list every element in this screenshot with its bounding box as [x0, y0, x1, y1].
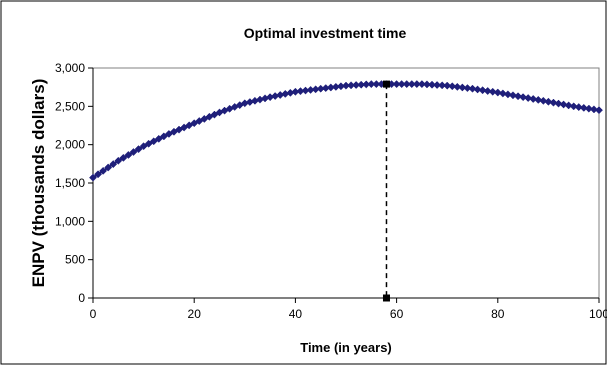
data-point	[534, 95, 543, 104]
data-point	[488, 87, 497, 96]
data-point	[564, 101, 573, 110]
data-point	[483, 87, 492, 95]
series-layer	[89, 80, 603, 182]
x-tick-label: 40	[289, 307, 303, 321]
y-axis-title: ENPV (thousands dollars)	[29, 79, 48, 288]
data-point	[134, 145, 143, 154]
x-tick-label: 100	[589, 307, 607, 321]
data-point	[539, 96, 548, 105]
data-point	[438, 81, 447, 90]
y-tick-label: 0	[78, 291, 85, 305]
data-point	[579, 103, 588, 112]
y-tick-label: 500	[65, 253, 85, 267]
data-point	[478, 86, 487, 95]
data-point	[493, 88, 502, 97]
data-point	[498, 89, 507, 98]
data-point	[589, 105, 598, 114]
data-point	[463, 84, 472, 93]
data-point	[94, 170, 103, 179]
data-point	[124, 150, 133, 159]
chart-title: Optimal investment time	[244, 25, 407, 41]
data-point	[514, 92, 522, 101]
optimum-layer	[382, 80, 390, 302]
data-point	[559, 100, 568, 109]
data-point	[519, 93, 528, 102]
data-point	[417, 80, 426, 89]
data-point	[119, 153, 128, 162]
y-tick-label: 1,000	[55, 214, 85, 228]
x-axis-title: Time (in years)	[300, 340, 392, 355]
y-tick-label: 1,500	[55, 176, 85, 190]
y-tick-label: 2,500	[55, 99, 85, 113]
data-point	[458, 83, 467, 92]
data-point	[468, 84, 477, 93]
data-point	[433, 81, 442, 89]
optimum-point-top	[382, 80, 390, 88]
data-point	[114, 156, 123, 165]
data-point	[503, 90, 512, 99]
data-point	[453, 82, 462, 91]
data-point	[529, 95, 538, 103]
x-tick-label: 20	[188, 307, 202, 321]
data-point	[109, 160, 118, 169]
data-point	[544, 97, 553, 106]
data-point	[423, 80, 431, 89]
data-point	[574, 103, 583, 112]
data-point	[549, 98, 558, 107]
data-point	[524, 94, 533, 103]
data-point	[509, 91, 517, 100]
data-point	[89, 173, 97, 182]
data-point	[448, 82, 457, 91]
data-point	[99, 166, 108, 175]
y-tick-label: 2,000	[55, 138, 85, 152]
data-point	[473, 85, 482, 94]
y-tick-label: 3,000	[55, 61, 85, 75]
data-point	[569, 102, 578, 111]
x-tick-label: 80	[491, 307, 505, 321]
optimum-point-bottom	[382, 294, 390, 302]
data-point	[129, 148, 138, 156]
data-point	[595, 106, 603, 115]
data-point	[104, 163, 113, 172]
data-point	[584, 104, 593, 113]
axes: 0 500 1,000 1,500 2,000 2,500 3,000 0 20 40 60 80 10…	[55, 61, 607, 321]
data-point	[443, 81, 452, 90]
data-point	[428, 80, 436, 89]
data-point	[554, 99, 563, 108]
x-tick-label: 0	[90, 307, 97, 321]
x-tick-label: 60	[390, 307, 404, 321]
